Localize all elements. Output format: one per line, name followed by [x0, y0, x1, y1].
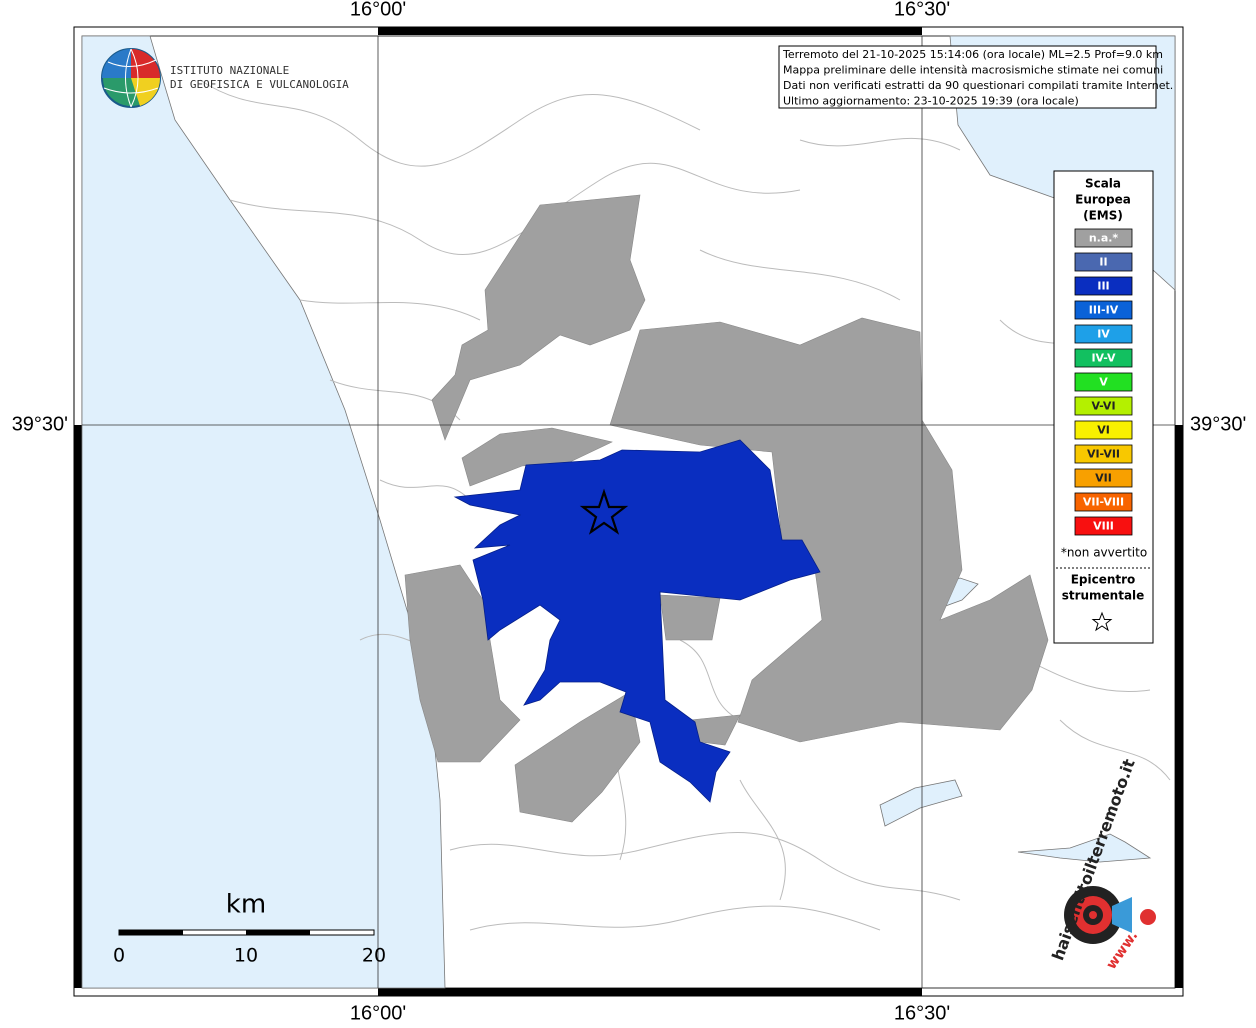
scale-unit: km	[226, 890, 266, 920]
legend-title: Europea	[1075, 193, 1131, 207]
legend-swatch	[1074, 324, 1133, 344]
legend-label: III-IV	[1089, 304, 1119, 317]
legend-swatch	[1074, 348, 1133, 368]
legend-swatch	[1074, 516, 1133, 536]
lat-label: 39°30'	[1190, 413, 1246, 435]
lat-label: 39°30'	[12, 413, 68, 435]
scale-tick: 0	[113, 945, 125, 967]
legend-swatch	[1074, 372, 1133, 392]
legend-title: Scala	[1085, 177, 1121, 191]
scale-tick: 20	[362, 945, 386, 967]
info-line: Mappa preliminare delle intensità macros…	[783, 64, 1163, 77]
scale-bar	[119, 930, 183, 935]
legend-star	[1091, 611, 1113, 632]
lon-label: 16°30'	[894, 0, 950, 20]
legend-note: *non avvertito	[1061, 546, 1147, 560]
legend-label: IV	[1097, 328, 1110, 341]
legend-swatch	[1074, 252, 1133, 272]
lake	[1017, 833, 1152, 863]
frame-band	[1175, 425, 1183, 988]
legend-label: V-VI	[1091, 400, 1115, 413]
info-line: Dati non verificati estratti da 90 quest…	[783, 79, 1173, 92]
legend-swatch	[1074, 468, 1133, 488]
legend-label: IV-V	[1091, 352, 1116, 365]
sea	[81, 35, 446, 989]
legend-label: II	[1099, 256, 1107, 269]
legend-label: V	[1099, 376, 1108, 389]
frame-band	[378, 27, 922, 35]
legend-title: (EMS)	[1083, 209, 1123, 223]
legend-label: VI-VII	[1087, 448, 1120, 461]
logo-text: ISTITUTO NAZIONALE	[170, 64, 289, 77]
legend-label: VII	[1095, 472, 1112, 485]
ingv-logo: ISTITUTO NAZIONALE DI GEOFISICA E VULCAN…	[101, 48, 349, 108]
graticule	[82, 36, 1175, 988]
na-areas	[404, 194, 1049, 823]
legend-label: VI	[1097, 424, 1110, 437]
logo-text: DI GEOFISICA E VULCANOLOGIA	[170, 78, 349, 91]
legend-swatch	[1074, 492, 1133, 512]
info-box	[778, 45, 1157, 109]
legend-label: VII-VIII	[1083, 496, 1124, 509]
legend-swatch	[1074, 420, 1133, 440]
frame-band	[74, 425, 82, 988]
lon-label: 16°30'	[894, 1002, 950, 1024]
lake	[879, 779, 963, 827]
legend-epicenter: strumentale	[1062, 589, 1145, 603]
legend-swatch	[1074, 396, 1133, 416]
legend-swatch	[1074, 444, 1133, 464]
lon-label: 16°00'	[350, 1002, 406, 1024]
legend-epicenter: Epicentro	[1071, 573, 1136, 587]
legend-swatch	[1074, 276, 1133, 296]
info-line: Ultimo aggiornamento: 23-10-2025 19:39 (…	[783, 95, 1079, 108]
legend-swatch	[1074, 300, 1133, 320]
legend-swatch	[1074, 228, 1133, 248]
legend-label: III	[1097, 280, 1109, 293]
info-line: Terremoto del 21-10-2025 15:14:06 (ora l…	[782, 48, 1163, 61]
lon-label: 16°00'	[350, 0, 406, 20]
scale-bar	[246, 930, 310, 935]
frame-band	[378, 988, 922, 996]
epicenter-star	[579, 488, 629, 535]
iii-area	[453, 439, 821, 803]
scale-tick: 10	[234, 945, 258, 967]
legend-label: n.a.*	[1089, 232, 1119, 245]
legend-label: VIII	[1093, 520, 1114, 533]
